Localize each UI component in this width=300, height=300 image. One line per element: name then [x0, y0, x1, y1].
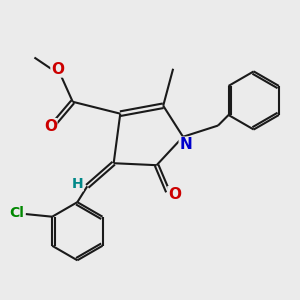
- Text: N: N: [179, 137, 192, 152]
- Text: Cl: Cl: [10, 206, 25, 220]
- Text: O: O: [168, 187, 181, 202]
- Text: H: H: [71, 177, 83, 191]
- Text: O: O: [51, 62, 64, 77]
- Text: O: O: [44, 119, 57, 134]
